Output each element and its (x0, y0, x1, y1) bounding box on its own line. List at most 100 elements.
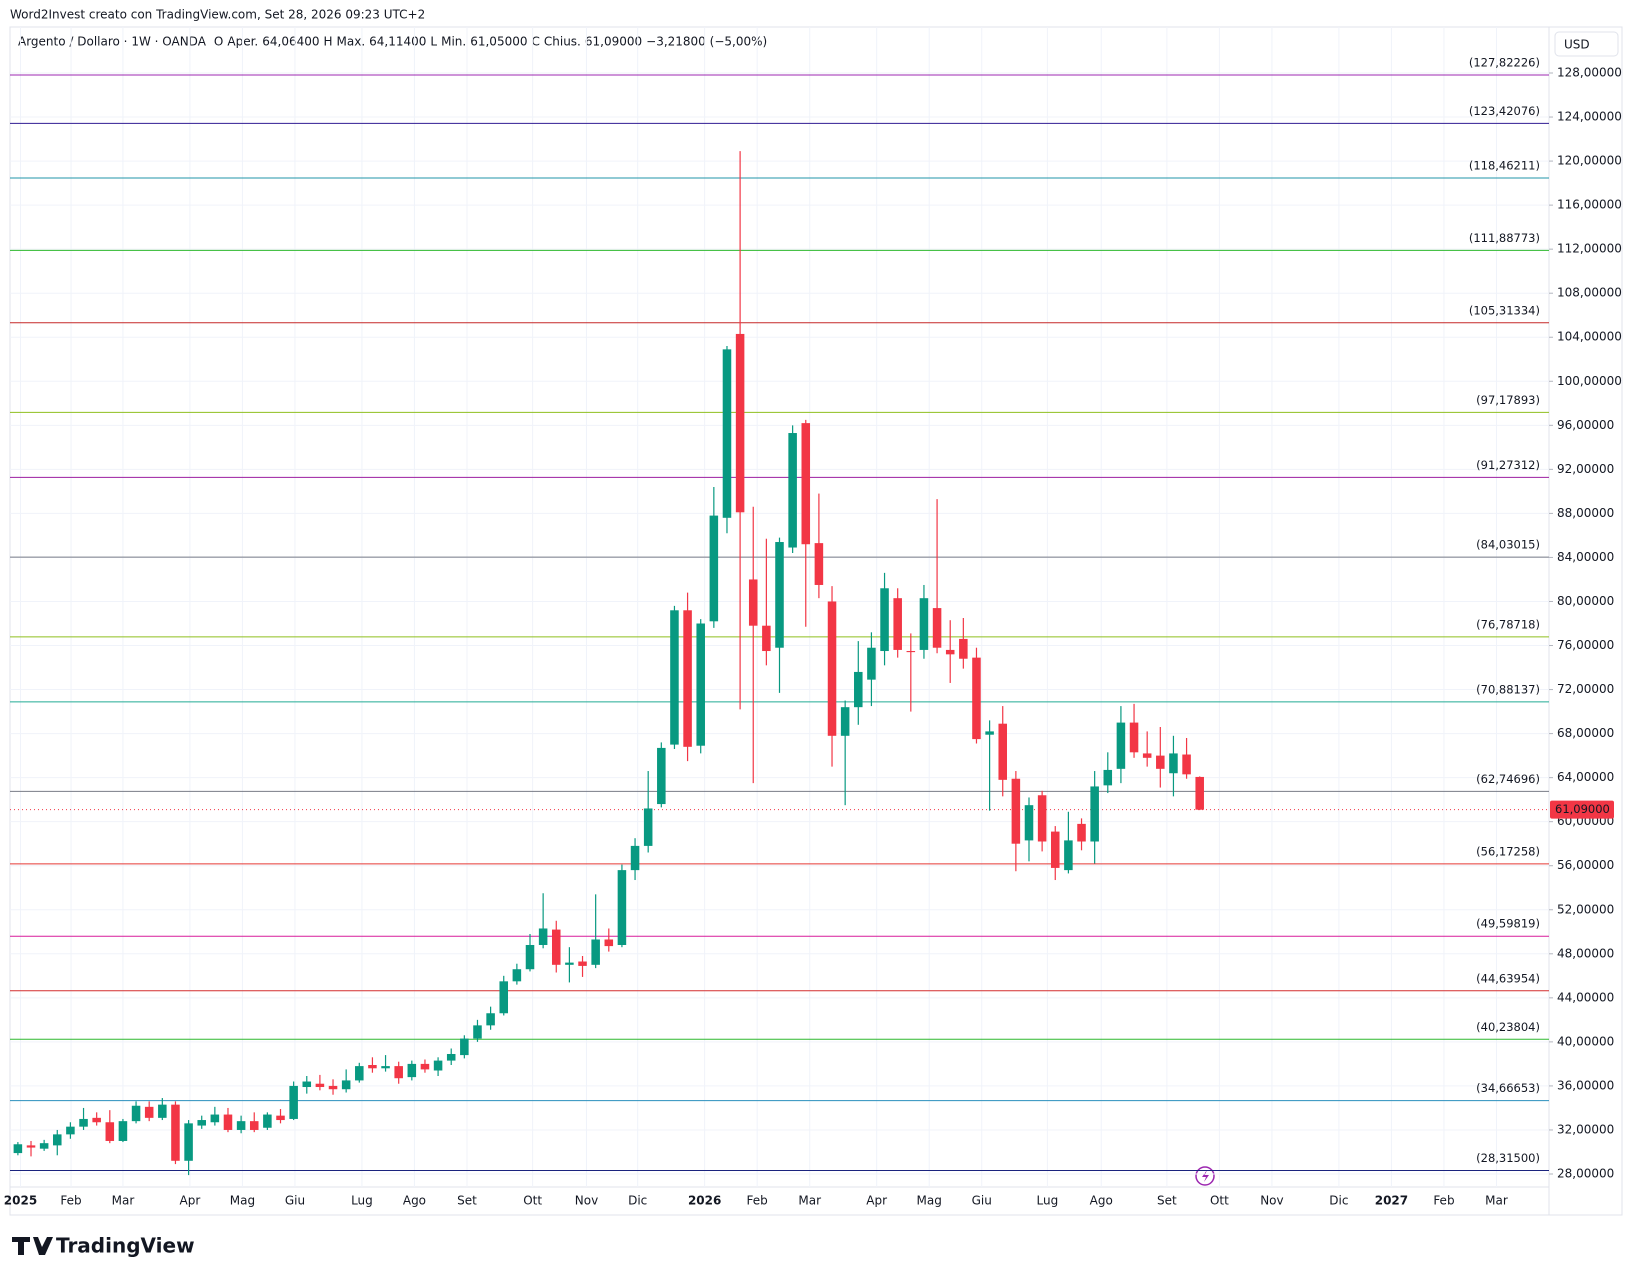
candle-body (932, 608, 942, 648)
candle-body (315, 1083, 325, 1088)
candle-body (630, 845, 640, 871)
level-label: (70,88137) (1476, 682, 1540, 696)
x-tick-label: Ago (1090, 1194, 1113, 1208)
y-tick-label: 116,00000 (1557, 198, 1622, 212)
x-tick-label: Set (457, 1194, 477, 1208)
candle-body (854, 671, 863, 708)
candle-body (381, 1066, 390, 1069)
candle-body (985, 731, 994, 735)
candle-body (775, 542, 784, 648)
candle-body (105, 1122, 115, 1141)
level-label: (56,17258) (1476, 844, 1540, 858)
candle-body (289, 1085, 298, 1119)
candle-body (591, 939, 600, 965)
candle-body (762, 625, 771, 652)
level-label: (44,63954) (1476, 971, 1540, 985)
x-tick-label: Mag (230, 1194, 255, 1208)
candle-body (998, 723, 1008, 780)
x-tick-label: Giu (285, 1194, 305, 1208)
candle-body (341, 1080, 351, 1090)
x-tick-label: Mar (112, 1194, 135, 1208)
x-tick-label: Dic (628, 1194, 647, 1208)
x-tick-label: Feb (1433, 1194, 1454, 1208)
x-tick-label: Mar (798, 1194, 821, 1208)
candle-body (249, 1121, 259, 1130)
candle-body (748, 579, 758, 626)
level-label: (105,31334) (1469, 303, 1540, 317)
candle-body (446, 1053, 456, 1061)
candle-body (210, 1114, 220, 1123)
candle-body (1195, 776, 1204, 810)
x-tick-label: Ago (403, 1194, 426, 1208)
x-tick-label: Set (1157, 1194, 1177, 1208)
y-tick-label: 92,00000 (1557, 462, 1614, 476)
level-label: (28,31500) (1476, 1151, 1540, 1165)
y-tick-label: 44,00000 (1557, 990, 1614, 1004)
level-label: (40,23804) (1476, 1020, 1540, 1034)
x-tick-label: Ott (1210, 1194, 1229, 1208)
candle-body (735, 333, 745, 513)
candle-body (565, 962, 574, 965)
candle-body (184, 1123, 193, 1161)
brand-logo (12, 1237, 53, 1255)
candle-body (1103, 769, 1113, 786)
candle-body (486, 1013, 495, 1026)
x-tick-label: 2027 (1375, 1194, 1408, 1208)
x-tick-label: Apr (866, 1194, 887, 1208)
x-tick-label: Lug (1037, 1194, 1059, 1208)
level-label: (76,78718) (1476, 617, 1540, 631)
x-tick-label: Ott (523, 1194, 542, 1208)
candle-body (197, 1120, 206, 1126)
y-tick-label: 28,00000 (1557, 1167, 1614, 1181)
candle-body (1116, 722, 1126, 769)
candle-body (617, 870, 627, 945)
header: Word2Invest creato con TradingView.com, … (10, 8, 425, 22)
candle-body (827, 601, 837, 736)
level-label: (111,88773) (1469, 231, 1540, 245)
candle-body (670, 610, 679, 745)
candle-body (906, 651, 916, 653)
candle-body (1011, 778, 1021, 844)
candle-body (643, 808, 653, 846)
y-tick-label: 112,00000 (1557, 242, 1622, 256)
candle-body (433, 1060, 443, 1071)
candle-body (1050, 831, 1060, 868)
currency-button[interactable] (1554, 31, 1619, 57)
y-tick-label: 36,00000 (1557, 1078, 1614, 1092)
level-label: (91,27312) (1476, 458, 1540, 472)
y-tick-label: 72,00000 (1557, 682, 1614, 696)
candle-body (1037, 795, 1047, 842)
y-tick-label: 32,00000 (1557, 1122, 1614, 1136)
legend-item: 61,09000 (585, 35, 642, 49)
event-icon[interactable] (1195, 1166, 1215, 1186)
candle-body (840, 707, 850, 736)
x-tick-label: Feb (60, 1194, 81, 1208)
candle-body (118, 1121, 128, 1141)
ohlc-legend: Argento / Dollaro · 1W · OANDAOAper.64,0… (18, 35, 767, 49)
currency-label: USD (1564, 38, 1590, 52)
y-tick-label: 124,00000 (1557, 110, 1622, 124)
level-label: (34,66653) (1476, 1081, 1540, 1095)
candle-body (709, 515, 719, 622)
y-tick-label: 104,00000 (1557, 330, 1622, 344)
legend-item: H (324, 35, 333, 49)
candle-body (880, 588, 889, 652)
legend-item: C (531, 35, 539, 49)
candle-body (1077, 823, 1086, 842)
chart-frame (9, 26, 1623, 1216)
legend-item: −3,21800 (−5,00%) (646, 35, 767, 49)
candle-body (578, 961, 587, 966)
candle-body (512, 969, 522, 982)
legend-item: Argento / Dollaro · 1W · OANDA (18, 35, 207, 49)
candle-body (1156, 755, 1165, 769)
candle-body (460, 1038, 469, 1056)
candle-body (144, 1106, 154, 1118)
x-tick-label: 2026 (688, 1194, 721, 1208)
y-tick-label: 52,00000 (1557, 902, 1614, 916)
y-tick-label: 40,00000 (1557, 1034, 1614, 1048)
x-tick-label: Lug (351, 1194, 373, 1208)
x-tick-label: Apr (180, 1194, 201, 1208)
candle-body (39, 1143, 49, 1149)
